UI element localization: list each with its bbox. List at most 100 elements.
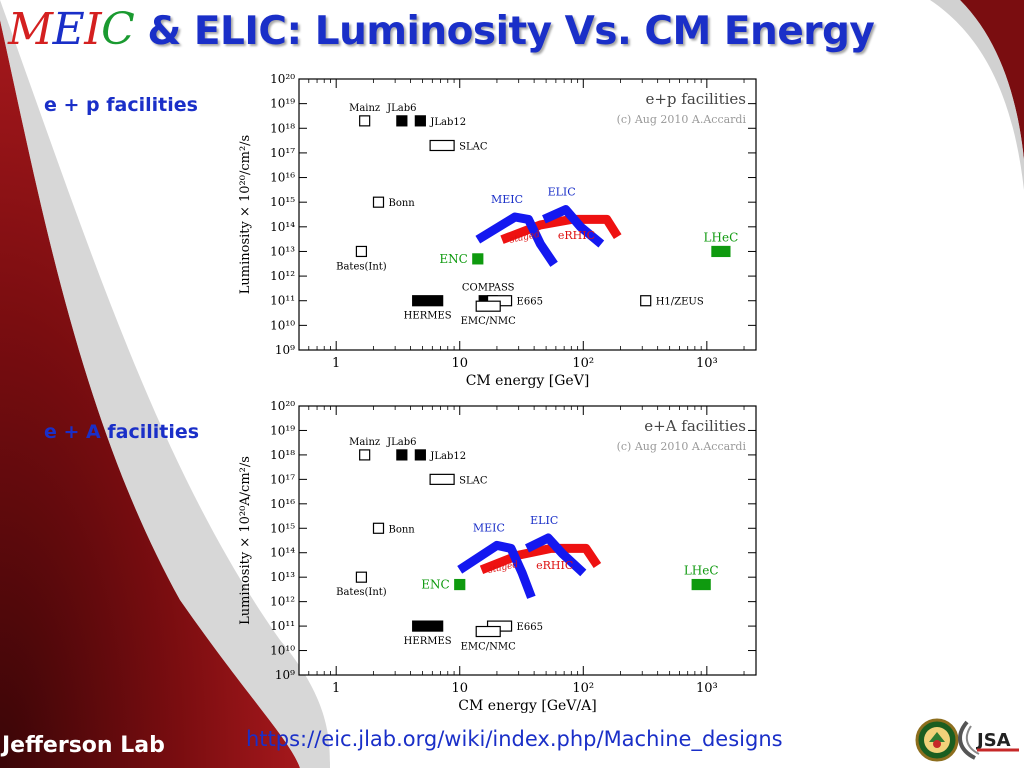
x-axis-label: CM energy [GeV] — [466, 373, 590, 389]
label-slac: SLAC — [459, 475, 488, 486]
y-tick-label: 10⁹ — [275, 343, 295, 357]
y-tick-label: 10¹⁷ — [270, 472, 295, 486]
marker-emc-nmc — [475, 625, 501, 638]
x-tick-label: 1 — [332, 356, 340, 371]
x-tick-label: 10² — [572, 681, 594, 696]
curve-meic — [457, 540, 536, 599]
y-tick-label: 10¹³ — [270, 244, 295, 258]
label-hermes: HERMES — [404, 636, 452, 647]
y-tick-label: 10¹¹ — [270, 294, 295, 308]
chart-eA: 10⁹ 10¹⁰ 10¹¹ 10¹² 10¹³ 10¹⁴ 10¹⁵ 10¹⁶ 10¹⁷ 10¹⁸ 1… — [238, 399, 757, 714]
y-tick-label: 10⁹ — [275, 668, 295, 682]
label-e665: E665 — [517, 622, 543, 633]
y-tick-label: 10²⁰ — [270, 399, 295, 413]
marker-bonn — [372, 522, 385, 534]
curve-meic — [475, 212, 558, 267]
plot-frame — [298, 405, 757, 676]
footer-url-link[interactable]: https://eic.jlab.org/wiki/index.php/Mach… — [246, 727, 783, 751]
chart-ep: 10⁹ 10¹⁰ 10¹¹ 10¹² 10¹³ 10¹⁴ 10¹⁵ 10¹⁶ 10¹⁷ 10¹⁸ 1… — [238, 72, 757, 389]
jsa-logo: JSA — [958, 720, 1019, 760]
label-enc: ENC — [439, 252, 467, 266]
marker-slac — [429, 139, 455, 152]
label-hermes: HERMES — [404, 311, 452, 322]
label-mainz: Mainz — [349, 437, 380, 448]
curve-elic — [525, 533, 587, 577]
label-e665: E665 — [517, 297, 543, 308]
marker-enc — [472, 253, 484, 265]
label-jlab12: JLab12 — [429, 117, 466, 128]
chart-subtitle: (c) Aug 2010 A.Accardi — [617, 440, 747, 453]
x-tick-label: 1 — [332, 681, 340, 696]
marker-lhec — [711, 245, 731, 258]
y-axis-label: Luminosity × 10²⁰A/cm²/s — [238, 456, 253, 625]
marker-bates-int — [355, 245, 368, 258]
label-bonn: Bonn — [388, 198, 415, 209]
y-tick-label: 10¹⁰ — [270, 644, 295, 658]
marker-hermes — [412, 620, 444, 632]
y-tick-label: 10¹⁵ — [270, 195, 295, 209]
plot-frame — [298, 78, 757, 351]
x-tick-label: 10 — [451, 356, 468, 371]
y-axis-label: Luminosity × 10²⁰/cm²/s — [238, 135, 253, 294]
label-bates-int: Bates(Int) — [336, 587, 387, 598]
marker-mainz — [359, 115, 371, 127]
marker-mainz — [359, 449, 371, 461]
label-emc-nmc: EMC/NMC — [461, 316, 517, 327]
footer-logos: JSA — [915, 716, 1023, 769]
curve-label-meic: MEIC — [473, 521, 505, 534]
label-jlab6: JLab6 — [386, 437, 416, 448]
label-slac: SLAC — [459, 141, 488, 152]
chart-title: e+p facilities — [645, 90, 746, 108]
marker-jlab6 — [396, 115, 408, 127]
chart-title: e+A facilities — [644, 417, 746, 435]
jefferson-lab-logo: Jefferson Lab — [2, 733, 165, 758]
marker-bonn — [372, 196, 385, 208]
label-bonn: Bonn — [388, 524, 415, 535]
x-tick-label: 10 — [451, 681, 468, 696]
x-axis-label: CM energy [GeV/A] — [458, 698, 596, 714]
y-tick-label: 10¹⁸ — [270, 121, 295, 135]
y-tick-label: 10¹³ — [270, 570, 295, 584]
y-tick-label: 10¹⁸ — [270, 448, 295, 462]
label-emc-nmc: EMC/NMC — [461, 642, 517, 653]
y-tick-label: 10¹⁹ — [270, 423, 295, 437]
chart-subtitle: (c) Aug 2010 A.Accardi — [617, 113, 747, 126]
y-tick-label: 10¹⁶ — [270, 171, 295, 185]
curve-elic — [542, 205, 605, 248]
y-tick-label: 10¹² — [270, 269, 295, 283]
y-tick-label: 10¹⁷ — [270, 146, 295, 160]
marker-slac — [429, 473, 455, 485]
curve-label-erhic: eRHIC — [536, 559, 573, 572]
marker-lhec — [691, 578, 711, 591]
marker-enc — [454, 578, 466, 591]
title-text: & ELIC: Luminosity Vs. CM Energy — [147, 9, 875, 54]
x-tick-label: 10² — [572, 356, 594, 371]
label-lhec: LHeC — [704, 230, 739, 244]
y-tick-label: 10¹¹ — [270, 619, 295, 633]
y-tick-label: 10²⁰ — [270, 72, 295, 86]
y-tick-label: 10¹⁶ — [270, 497, 295, 511]
label-jlab6: JLab6 — [386, 103, 416, 114]
marker-jlab12 — [414, 449, 426, 461]
marker-hermes — [412, 295, 444, 307]
y-tick-label: 10¹⁹ — [270, 97, 295, 111]
label-enc: ENC — [421, 578, 449, 592]
label-compass: COMPASS — [462, 283, 515, 294]
label-jlab12: JLab12 — [429, 451, 466, 462]
curve-label-erhic: eRHIC — [558, 229, 595, 242]
label-bates-int: Bates(Int) — [336, 261, 387, 272]
y-tick-label: 10¹⁴ — [270, 220, 295, 234]
doe-seal-icon — [915, 718, 959, 762]
label-h1-zeus: H1/ZEUS — [656, 297, 704, 308]
curve-label-meic: MEIC — [491, 193, 523, 206]
y-tick-label: 10¹² — [270, 595, 295, 609]
meic-logo: MEIC — [8, 4, 135, 55]
jsa-logo-text: JSA — [975, 730, 1011, 751]
y-tick-label: 10¹⁴ — [270, 546, 295, 560]
x-tick-label: 10³ — [696, 356, 718, 371]
marker-h1-zeus — [640, 295, 652, 307]
x-tick-label: 10³ — [696, 681, 718, 696]
y-tick-label: 10¹⁵ — [270, 521, 295, 535]
marker-jlab12 — [414, 115, 426, 127]
